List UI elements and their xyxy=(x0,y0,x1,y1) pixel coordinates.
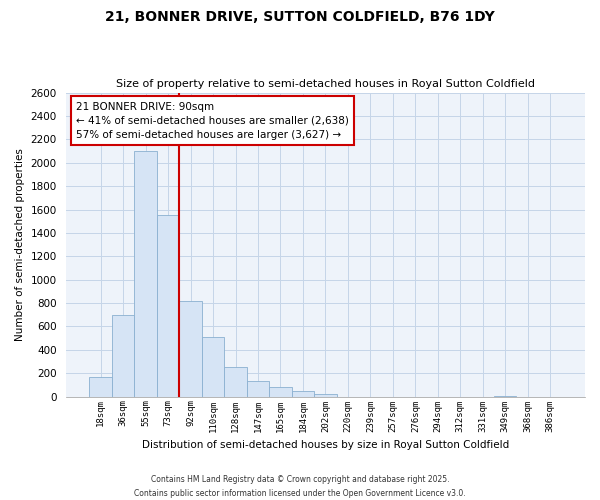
Bar xyxy=(269,388,292,396)
X-axis label: Distribution of semi-detached houses by size in Royal Sutton Coldfield: Distribution of semi-detached houses by … xyxy=(142,440,509,450)
Bar xyxy=(179,300,202,396)
Bar xyxy=(202,337,224,396)
Bar xyxy=(89,377,112,396)
Bar xyxy=(112,315,134,396)
Text: 21 BONNER DRIVE: 90sqm
← 41% of semi-detached houses are smaller (2,638)
57% of : 21 BONNER DRIVE: 90sqm ← 41% of semi-det… xyxy=(76,102,349,140)
Text: Contains HM Land Registry data © Crown copyright and database right 2025.
Contai: Contains HM Land Registry data © Crown c… xyxy=(134,476,466,498)
Bar xyxy=(247,382,269,396)
Bar xyxy=(134,151,157,396)
Y-axis label: Number of semi-detached properties: Number of semi-detached properties xyxy=(15,148,25,341)
Bar xyxy=(314,394,337,396)
Title: Size of property relative to semi-detached houses in Royal Sutton Coldfield: Size of property relative to semi-detach… xyxy=(116,79,535,89)
Bar xyxy=(292,391,314,396)
Bar xyxy=(224,367,247,396)
Bar xyxy=(157,216,179,396)
Text: 21, BONNER DRIVE, SUTTON COLDFIELD, B76 1DY: 21, BONNER DRIVE, SUTTON COLDFIELD, B76 … xyxy=(105,10,495,24)
